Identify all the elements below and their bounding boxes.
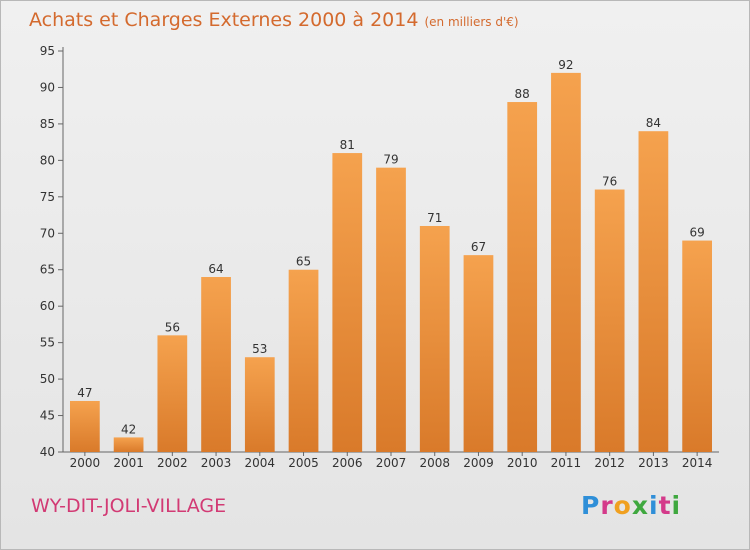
y-tick-label: 85 bbox=[40, 117, 55, 131]
data-label: 67 bbox=[471, 240, 486, 254]
x-tick-label: 2014 bbox=[682, 456, 713, 470]
x-tick-label: 2001 bbox=[113, 456, 144, 470]
x-tick-label: 2005 bbox=[288, 456, 319, 470]
bar bbox=[69, 400, 100, 452]
data-label: 64 bbox=[208, 262, 223, 276]
bar bbox=[376, 167, 406, 452]
data-label: 56 bbox=[165, 320, 180, 334]
y-tick-label: 65 bbox=[40, 263, 55, 277]
data-label: 81 bbox=[340, 138, 355, 152]
y-tick-label: 40 bbox=[40, 445, 55, 459]
logo-letter: i bbox=[671, 491, 682, 520]
x-tick-label: 2009 bbox=[463, 456, 494, 470]
data-label: 65 bbox=[296, 255, 311, 269]
logo-letter: o bbox=[613, 491, 632, 520]
bar bbox=[463, 255, 494, 452]
x-tick-label: 2004 bbox=[245, 456, 276, 470]
y-tick-label: 55 bbox=[40, 336, 55, 350]
chart-title-text: Achats et Charges Externes 2000 à 2014 bbox=[29, 9, 419, 31]
bar bbox=[638, 131, 669, 452]
y-tick-label: 60 bbox=[40, 299, 55, 313]
y-tick-label: 75 bbox=[40, 190, 55, 204]
bar bbox=[507, 102, 538, 452]
x-tick-label: 2008 bbox=[419, 456, 450, 470]
bar bbox=[332, 153, 363, 452]
bar bbox=[288, 269, 319, 452]
data-label: 69 bbox=[689, 226, 704, 240]
data-label: 42 bbox=[121, 422, 136, 436]
x-tick-label: 2011 bbox=[551, 456, 582, 470]
proxiti-logo: Proxiti bbox=[581, 491, 681, 520]
logo-letter: r bbox=[600, 491, 614, 520]
bar bbox=[157, 335, 188, 452]
y-tick-label: 95 bbox=[40, 44, 55, 58]
commune-name: WY-DIT-JOLI-VILLAGE bbox=[31, 495, 227, 517]
logo-letter: i bbox=[649, 491, 659, 520]
x-tick-label: 2000 bbox=[70, 456, 101, 470]
logo-letter: P bbox=[581, 491, 601, 520]
x-tick-label: 2010 bbox=[507, 456, 538, 470]
bar bbox=[594, 189, 625, 452]
logo-letter: x bbox=[631, 491, 649, 520]
y-tick-label: 45 bbox=[40, 409, 55, 423]
x-tick-label: 2013 bbox=[638, 456, 669, 470]
bar bbox=[419, 225, 450, 452]
y-tick-label: 50 bbox=[40, 372, 55, 386]
chart-title: Achats et Charges Externes 2000 à 2014 (e… bbox=[29, 9, 519, 31]
y-tick-label: 90 bbox=[40, 80, 55, 94]
data-label: 92 bbox=[558, 58, 573, 72]
data-label: 47 bbox=[77, 386, 92, 400]
bar bbox=[682, 240, 713, 452]
x-tick-label: 2012 bbox=[594, 456, 625, 470]
y-tick-label: 80 bbox=[40, 153, 55, 167]
y-tick-label: 70 bbox=[40, 226, 55, 240]
logo-letter: t bbox=[658, 491, 672, 520]
data-label: 76 bbox=[602, 175, 617, 189]
bar bbox=[551, 72, 581, 452]
x-tick-label: 2006 bbox=[332, 456, 363, 470]
x-tick-label: 2002 bbox=[157, 456, 188, 470]
x-tick-label: 2003 bbox=[201, 456, 232, 470]
x-tick-label: 2007 bbox=[376, 456, 407, 470]
data-label: 79 bbox=[383, 153, 398, 167]
data-label: 88 bbox=[515, 87, 530, 101]
data-label: 53 bbox=[252, 342, 267, 356]
data-label: 84 bbox=[646, 116, 661, 130]
chart-subtitle: (en milliers d'€) bbox=[424, 15, 519, 29]
bar bbox=[201, 277, 231, 452]
data-label: 71 bbox=[427, 211, 442, 225]
bar bbox=[244, 357, 275, 452]
bar bbox=[113, 437, 144, 452]
